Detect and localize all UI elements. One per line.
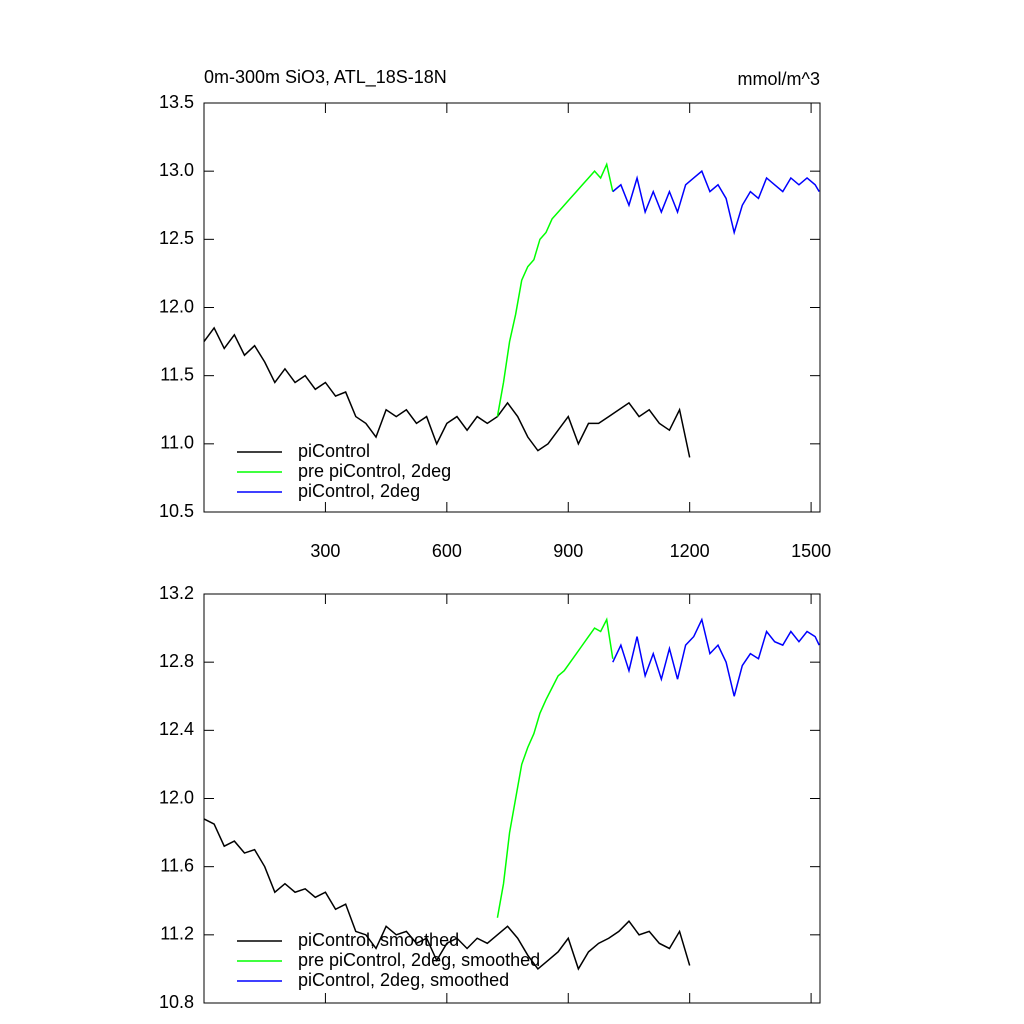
y-tick-label: 11.2 (160, 924, 194, 944)
legend-label: piControl (298, 441, 370, 461)
x-tick-label: 600 (432, 541, 462, 561)
y-tick-label: 12.0 (159, 787, 194, 807)
x-tick-label: 300 (310, 541, 340, 561)
y-tick-label: 13.5 (159, 92, 194, 112)
y-tick-label: 11.0 (160, 433, 194, 453)
y-tick-label: 11.5 (160, 364, 194, 384)
y-tick-label: 13.2 (159, 583, 194, 603)
x-tick-label: 900 (553, 541, 583, 561)
y-tick-label: 12.8 (159, 651, 194, 671)
chart-title: 0m-300m SiO3, ATL_18S-18N (204, 67, 447, 88)
plot-frame (203, 102, 821, 513)
data-line (612, 617, 820, 697)
units-label: mmol/m^3 (738, 69, 820, 89)
y-tick-label: 12.5 (159, 228, 194, 248)
data-line (496, 617, 614, 918)
y-tick-label: 10.5 (159, 501, 194, 521)
legend-label: piControl, 2deg, smoothed (298, 970, 509, 990)
data-line (203, 326, 691, 458)
legend-label: piControl, smoothed (298, 930, 459, 950)
x-tick-label: 1200 (670, 541, 710, 561)
y-tick-label: 10.8 (159, 992, 194, 1012)
legend-label: pre piControl, 2deg, smoothed (298, 950, 540, 970)
legend-label: piControl, 2deg (298, 481, 420, 501)
y-tick-label: 11.6 (160, 855, 194, 875)
x-tick-label: 1500 (791, 541, 831, 561)
legend-label: pre piControl, 2deg (298, 461, 451, 481)
data-line (612, 169, 820, 236)
y-tick-label: 12.4 (159, 719, 194, 739)
data-line (496, 161, 614, 417)
data-line (203, 818, 691, 971)
y-tick-label: 12.0 (159, 296, 194, 316)
plot-frame (203, 593, 821, 1004)
y-tick-label: 13.0 (159, 160, 194, 180)
